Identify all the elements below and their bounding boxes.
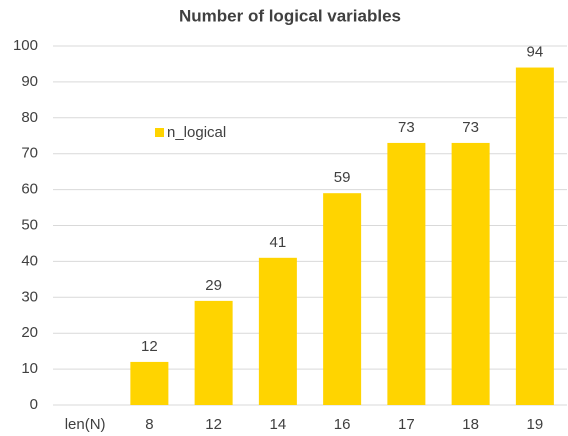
data-label: 41 — [270, 234, 287, 251]
x-tick-label: 14 — [270, 416, 287, 433]
legend-label: n_logical — [167, 124, 226, 141]
bar — [515, 67, 554, 405]
x-tick-label: 12 — [205, 416, 222, 433]
y-tick-label: 100 — [13, 37, 38, 54]
bar — [451, 142, 490, 405]
y-tick-label: 80 — [21, 109, 38, 126]
x-tick-label: 19 — [527, 416, 544, 433]
bar — [258, 257, 297, 405]
y-tick-label: 10 — [21, 360, 38, 377]
data-label: 29 — [205, 277, 222, 294]
bar — [194, 300, 233, 405]
x-tick-label: 17 — [398, 416, 415, 433]
bar — [323, 193, 362, 405]
x-tick-label: 16 — [334, 416, 351, 433]
y-tick-label: 90 — [21, 73, 38, 90]
data-label: 73 — [398, 119, 415, 136]
y-tick-label: 20 — [21, 324, 38, 341]
y-tick-label: 0 — [30, 396, 38, 413]
x-tick-label: 8 — [145, 416, 153, 433]
bar — [387, 142, 426, 405]
y-tick-label: 60 — [21, 181, 38, 198]
data-label: 73 — [462, 119, 479, 136]
chart-title: Number of logical variables — [179, 6, 401, 25]
y-tick-label: 30 — [21, 288, 38, 305]
legend-swatch — [155, 128, 164, 137]
x-tick-label: 18 — [462, 416, 479, 433]
y-tick-label: 70 — [21, 145, 38, 162]
data-label: 59 — [334, 169, 351, 186]
data-label: 12 — [141, 338, 158, 355]
y-tick-label: 40 — [21, 252, 38, 269]
bar — [130, 361, 169, 405]
x-tick-label: len(N) — [65, 416, 106, 433]
data-label: 94 — [527, 44, 544, 61]
y-tick-label: 50 — [21, 216, 38, 233]
